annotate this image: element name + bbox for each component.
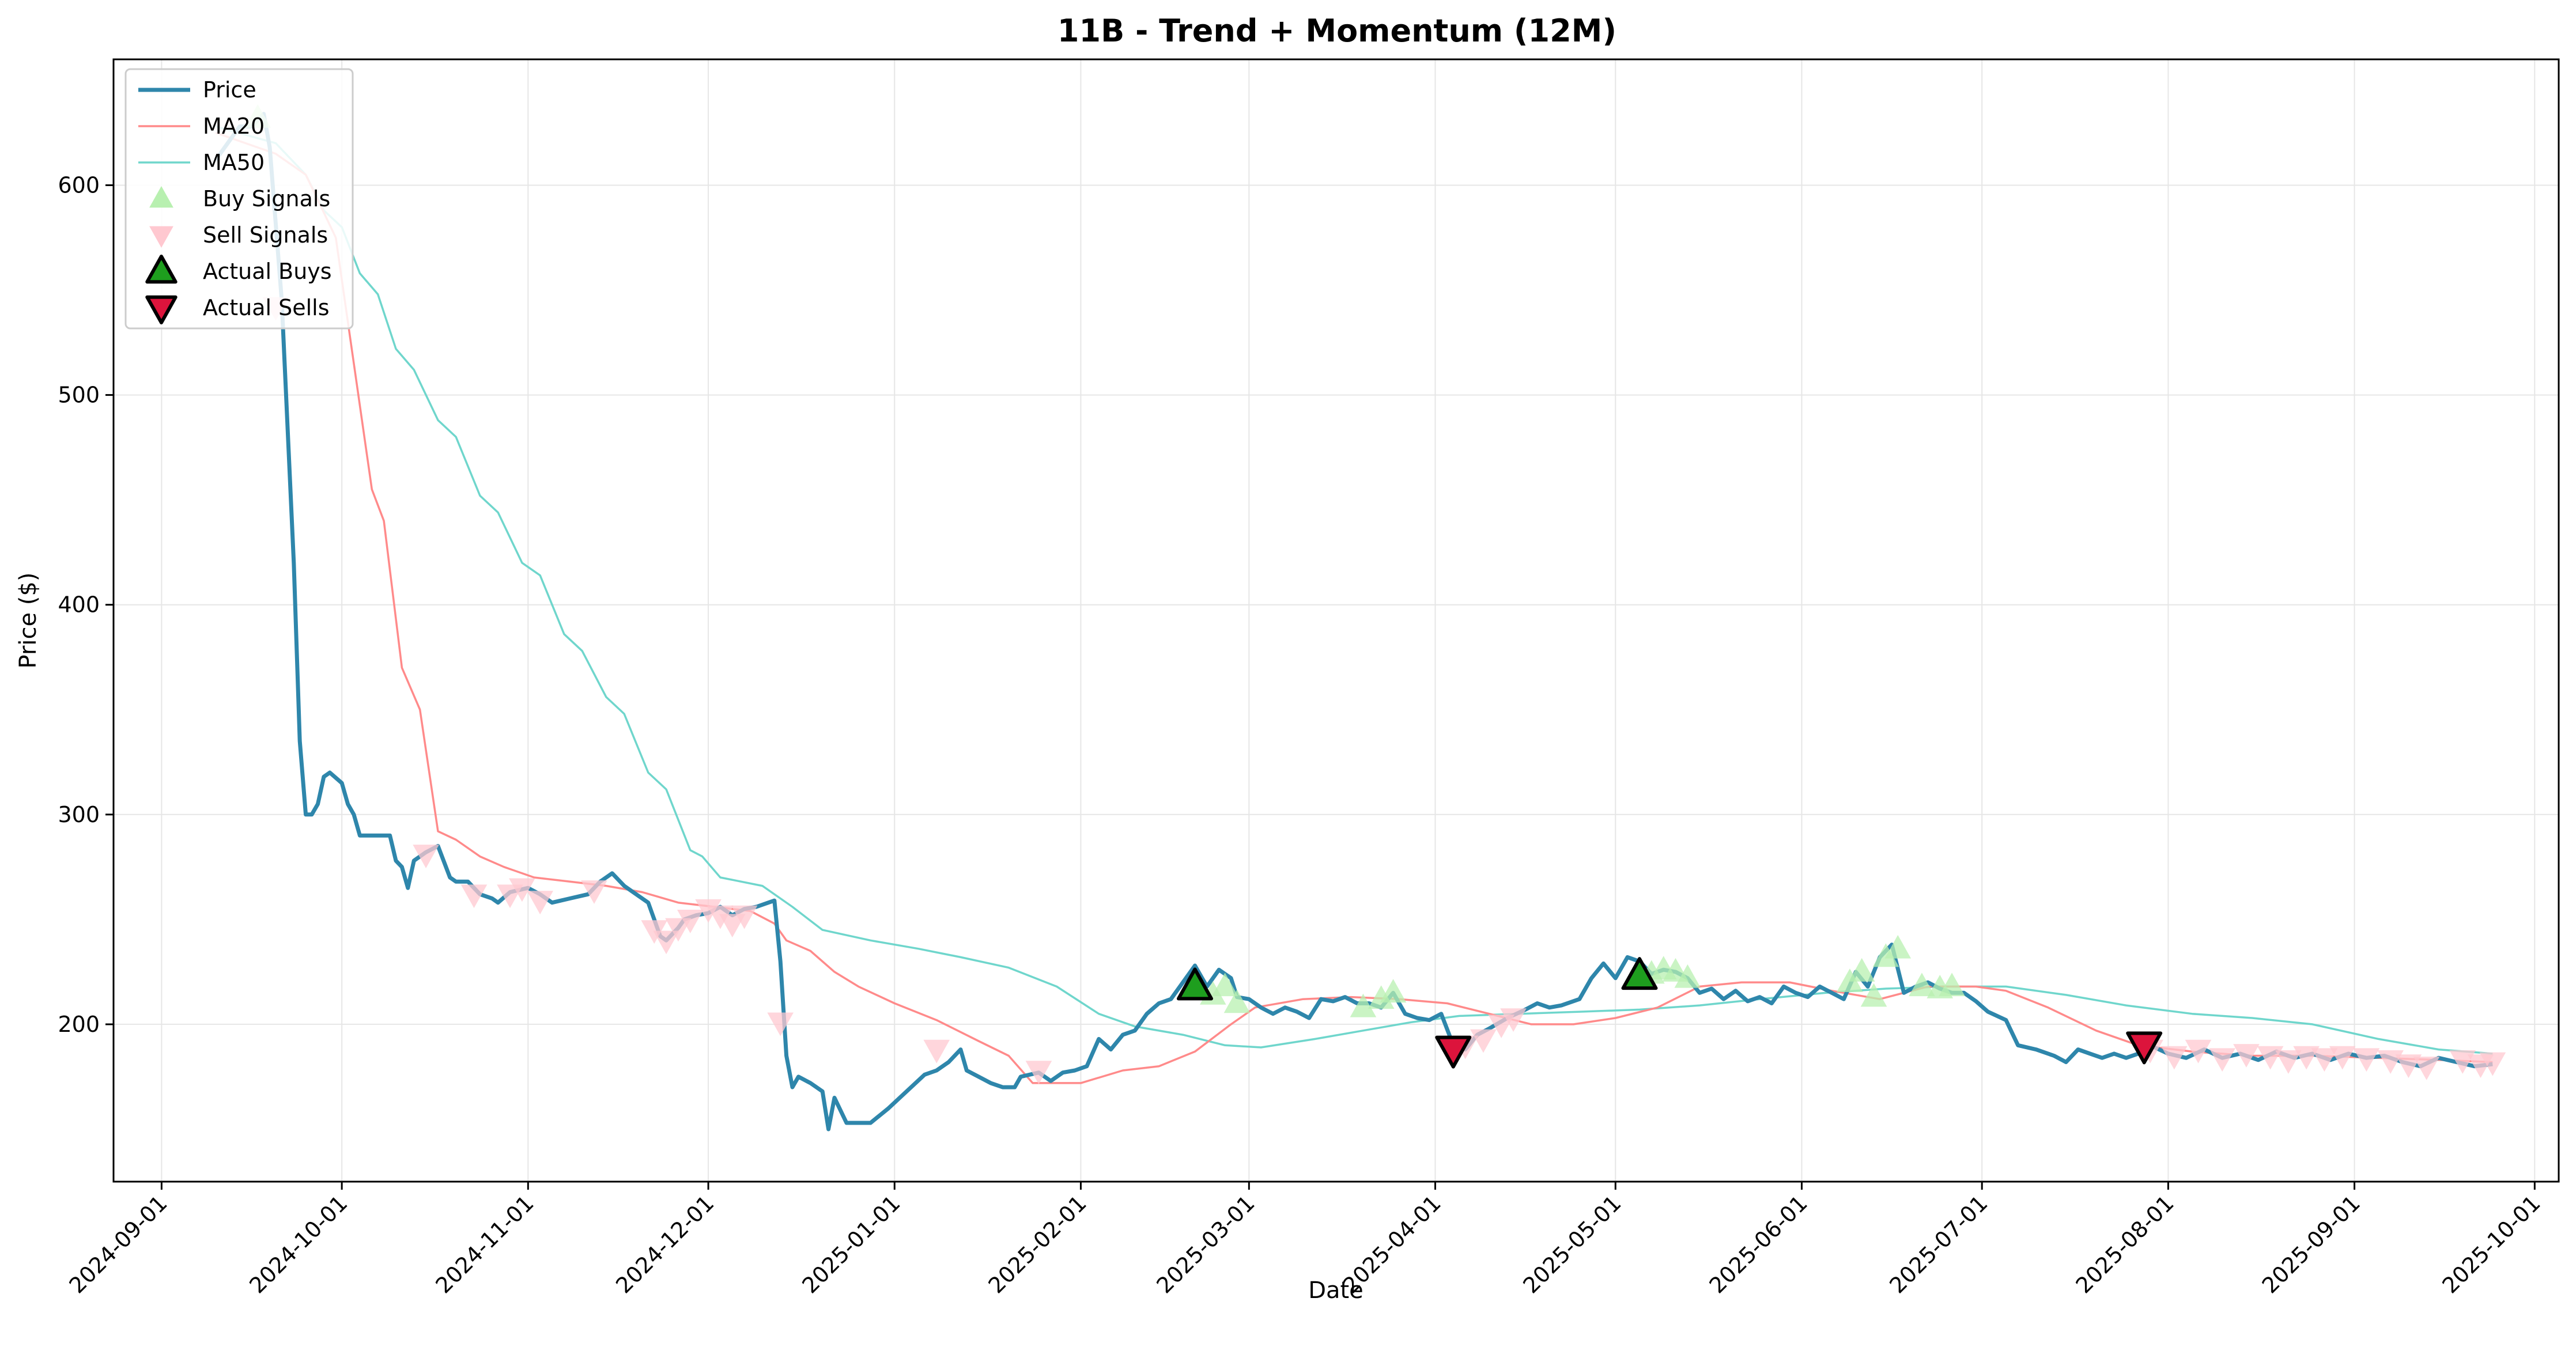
y-tick-label: 300 <box>58 802 100 827</box>
actual-sell-marker <box>2126 1031 2163 1065</box>
sell-signal-marker <box>665 918 692 942</box>
sell-signal-marker <box>2293 1046 2320 1070</box>
legend-label: Actual Buys <box>203 259 332 284</box>
sell-signal-marker <box>923 1039 950 1064</box>
ma20-series <box>215 131 2493 1084</box>
legend-label: MA20 <box>203 113 265 139</box>
x-tick-label: 2024-12-01 <box>611 1190 719 1298</box>
sell-signal-marker <box>695 899 722 923</box>
y-axis-ticks: 200 300 400 500 600 <box>58 172 114 1037</box>
buy-signal-marker <box>1909 973 1935 997</box>
x-axis-ticks: 2024-09-01 2024-10-01 2024-11-01 2024-12-01… <box>64 1182 2545 1299</box>
actual-buy-marker <box>1621 957 1658 990</box>
ma50-line <box>215 125 2493 1055</box>
plot-frame <box>112 58 2560 1183</box>
buy-signal-marker <box>1223 989 1251 1013</box>
buy-signal-marker <box>1848 958 1875 982</box>
sell-signal-marker <box>413 845 439 868</box>
legend-sell-signal-swatch <box>149 226 173 248</box>
sell-signal-marker <box>707 905 734 929</box>
sell-signal-marker <box>581 880 607 904</box>
sell-signals <box>262 297 2506 1085</box>
legend-label: Price <box>203 77 256 103</box>
x-tick-label: 2025-05-01 <box>1518 1190 1626 1298</box>
buy-signal-marker <box>1872 943 1899 967</box>
x-tick-label: 2025-08-01 <box>2071 1190 2178 1298</box>
buy-signal-marker <box>1368 985 1395 1009</box>
buy-signal-marker <box>1939 973 1965 997</box>
sell-signal-marker <box>509 878 535 902</box>
sell-signal-marker <box>1470 1029 1497 1053</box>
legend-box <box>124 68 354 330</box>
ma50-series <box>215 125 2493 1055</box>
buy-signal-marker <box>1380 979 1407 1003</box>
sell-signal-marker <box>527 891 553 915</box>
legend: Price MA20 MA50 Buy Signals Sell Signals Actu… <box>124 68 354 330</box>
x-tick-label: 2024-11-01 <box>430 1190 538 1298</box>
sell-signal-marker <box>2329 1046 2356 1070</box>
sell-signal-marker <box>767 1012 794 1036</box>
sell-signal-marker <box>2413 1056 2440 1080</box>
y-tick-label: 500 <box>58 383 100 408</box>
buy-signal-marker <box>1860 983 1887 1007</box>
price-series <box>214 112 2493 1132</box>
y-tick-label: 400 <box>58 592 100 618</box>
sell-signal-marker <box>2185 1039 2212 1064</box>
x-tick-label: 2025-02-01 <box>984 1190 1091 1298</box>
x-tick-label: 2025-09-01 <box>2257 1190 2365 1298</box>
price-line <box>214 112 2493 1132</box>
sell-signal-marker <box>2233 1044 2260 1068</box>
grid-lines <box>114 59 2559 1182</box>
legend-label: Sell Signals <box>203 222 328 248</box>
x-tick-label: 2025-06-01 <box>1705 1190 1812 1298</box>
x-axis-label: Date <box>1308 1277 1363 1304</box>
sell-signal-marker <box>2353 1048 2380 1072</box>
legend-buy-signal-swatch <box>149 186 173 208</box>
actual-buy-marker <box>1177 967 1214 1001</box>
buy-signal-marker <box>1350 993 1377 1017</box>
sell-signal-marker <box>460 884 488 909</box>
actual-sell-marker <box>1435 1035 1472 1069</box>
sell-signal-marker <box>2395 1054 2422 1079</box>
buy-signal-marker <box>1884 934 1912 959</box>
buy-signal-marker <box>1674 964 1701 988</box>
sell-signal-marker <box>1500 1008 1527 1032</box>
legend-label: Actual Sells <box>203 295 330 320</box>
ma20-line <box>215 131 2493 1084</box>
legend-label: MA50 <box>203 150 265 175</box>
x-tick-label: 2024-10-01 <box>244 1190 352 1298</box>
sell-signal-marker <box>2160 1046 2188 1070</box>
x-tick-label: 2025-10-01 <box>2437 1190 2545 1298</box>
x-tick-label: 2025-03-01 <box>1151 1190 1259 1298</box>
legend-actual-buy-swatch <box>145 255 177 284</box>
x-tick-label: 2025-01-01 <box>797 1190 905 1298</box>
sell-signal-marker <box>2479 1052 2506 1076</box>
buy-signals <box>244 104 1965 1017</box>
x-tick-label: 2025-07-01 <box>1884 1190 1992 1298</box>
y-axis-label: Price ($) <box>15 573 41 669</box>
buy-signal-marker <box>1211 973 1238 997</box>
sell-signal-marker <box>677 910 704 933</box>
chart-title: 11B - Trend + Momentum (12M) <box>1057 13 1616 49</box>
legend-actual-sell-swatch <box>145 295 177 324</box>
legend-label: Buy Signals <box>203 186 330 211</box>
x-tick-label: 2024-09-01 <box>64 1190 172 1298</box>
sell-signal-marker <box>719 914 746 938</box>
sell-signal-marker <box>2311 1048 2338 1072</box>
actual-trades <box>1177 957 2163 1069</box>
sell-signal-marker <box>2209 1048 2235 1072</box>
sell-signal-marker <box>2275 1050 2302 1074</box>
y-tick-label: 200 <box>58 1012 100 1037</box>
y-tick-label: 600 <box>58 172 100 198</box>
sell-signal-marker <box>653 930 679 955</box>
sell-signal-marker <box>1025 1061 1052 1085</box>
sell-signal-marker <box>731 905 758 929</box>
